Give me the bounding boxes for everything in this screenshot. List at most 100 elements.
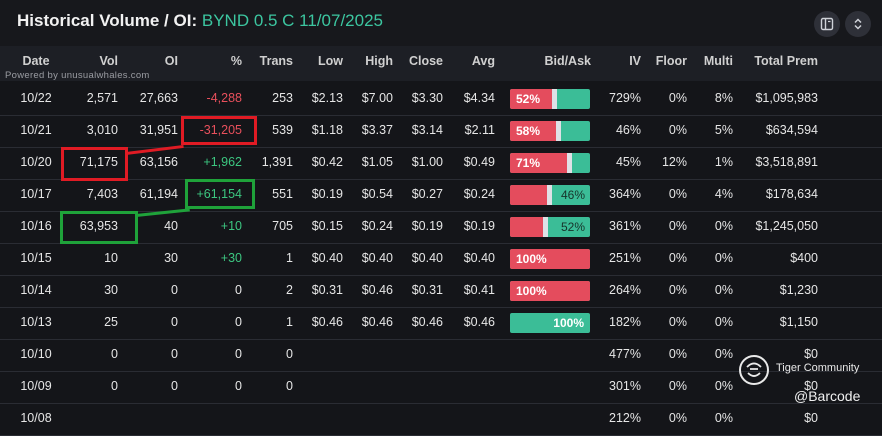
col-oi[interactable]: OI	[164, 54, 178, 68]
cell-vol: 3,010	[86, 123, 118, 137]
cell-low: $0.15	[311, 219, 343, 233]
cell-iv: 477%	[609, 347, 641, 361]
cell-vol: 10	[104, 251, 118, 265]
cell-floor: 0%	[668, 315, 687, 329]
cell-multi: 0%	[714, 379, 733, 393]
mid-marker	[546, 185, 552, 205]
cell-high: $0.46	[361, 315, 393, 329]
cell-date: 10/20	[20, 155, 52, 169]
bid-ask-label: 58%	[516, 124, 541, 138]
col-avg[interactable]: Avg	[471, 54, 495, 68]
cell-prem: $0	[804, 347, 818, 361]
bid-portion	[510, 249, 590, 269]
cell-floor: 0%	[668, 251, 687, 265]
cell-vol: 7,403	[86, 187, 118, 201]
bid-ask-label: 46%	[560, 188, 585, 202]
cell-iv: 301%	[609, 379, 641, 393]
col-vol[interactable]: Vol	[99, 54, 118, 68]
col-high[interactable]: High	[365, 54, 393, 68]
col-close[interactable]: Close	[408, 54, 443, 68]
cell-trans: 1	[286, 315, 293, 329]
cell-multi: 0%	[714, 411, 733, 425]
highlight-box-volume-increase	[60, 211, 138, 244]
col-trans[interactable]: Trans	[259, 54, 293, 68]
cell-floor: 0%	[668, 123, 687, 137]
cell-iv: 729%	[609, 91, 641, 105]
cell-floor: 0%	[668, 187, 687, 201]
cell-close: $1.00	[411, 155, 443, 169]
cell-avg: $2.11	[464, 123, 495, 137]
cell-trans: 705	[272, 219, 293, 233]
table-row[interactable]: 10/09 0 0 0 0 301% 0% 0% $0	[0, 371, 882, 404]
cell-iv: 361%	[609, 219, 641, 233]
cell-trans: 539	[272, 123, 293, 137]
cell-multi: 0%	[714, 219, 733, 233]
table-row[interactable]: 10/21 3,010 31,951 -31,205 539 $1.18 $3.37 $3.1…	[0, 115, 882, 148]
bid-ask-bar: 46%	[510, 185, 590, 205]
cell-prem: $400	[790, 251, 818, 265]
table-row[interactable]: 10/14 30 0 0 2 $0.31 $0.46 $0.31 $0.41 264% 0% 0% $1…	[0, 275, 882, 308]
col-bidask[interactable]: Bid/Ask	[544, 54, 591, 68]
cell-pct: 0	[235, 315, 242, 329]
cell-high: $0.40	[361, 251, 393, 265]
cell-high: $3.37	[361, 123, 393, 137]
highlight-box-oi-increase	[185, 179, 255, 209]
bid-ask-bar: 52%	[510, 89, 590, 109]
cell-prem: $1,245,050	[755, 219, 818, 233]
cell-multi: 0%	[714, 315, 733, 329]
cell-multi: 8%	[714, 91, 733, 105]
cell-close: $0.40	[411, 251, 443, 265]
col-iv[interactable]: IV	[629, 54, 641, 68]
cell-vol: 71,175	[79, 155, 118, 169]
cell-vol: 2,571	[86, 91, 118, 105]
expand-collapse-button[interactable]	[845, 11, 871, 37]
header-bar: Historical Volume / OI: BYND 0.5 C 11/07…	[0, 0, 882, 46]
cell-oi: 61,194	[139, 187, 178, 201]
col-floor[interactable]: Floor	[655, 54, 687, 68]
col-date[interactable]: Date	[22, 54, 50, 68]
cell-oi: 0	[171, 379, 178, 393]
bid-portion	[510, 153, 567, 173]
cell-prem: $178,634	[765, 187, 818, 201]
cell-low: $1.18	[311, 123, 343, 137]
table-row[interactable]: 10/20 71,175 63,156 +1,962 1,391 $0.42 $1.05 $1…	[0, 147, 882, 180]
option-symbol: BYND 0.5 C 11/07/2025	[201, 11, 383, 30]
cell-vol: 25	[104, 315, 118, 329]
powered-by-label: Powered by unusualwhales.com	[5, 70, 150, 81]
table-row[interactable]: 10/22 2,571 27,663 -4,288 253 $2.13 $7.00 $3.30…	[0, 83, 882, 116]
cell-close: $3.14	[411, 123, 443, 137]
table-row[interactable]: 10/13 25 0 0 1 $0.46 $0.46 $0.46 $0.46 182% 0% 0% $1…	[0, 307, 882, 340]
col-pct[interactable]: %	[230, 54, 242, 68]
watermark-handle: @Barcode	[794, 388, 861, 404]
cell-high: $0.54	[361, 187, 393, 201]
cell-low: $0.19	[311, 187, 343, 201]
layout-button[interactable]	[814, 11, 840, 37]
table-row[interactable]: 10/10 0 0 0 0 477% 0% 0% $0	[0, 339, 882, 372]
cell-avg: $0.19	[463, 219, 495, 233]
cell-iv: 264%	[609, 283, 641, 297]
cell-vol: 30	[104, 283, 118, 297]
cell-close: $0.19	[411, 219, 443, 233]
cell-date: 10/21	[20, 123, 52, 137]
cell-date: 10/15	[20, 251, 52, 265]
cell-floor: 0%	[668, 219, 687, 233]
cell-floor: 0%	[668, 91, 687, 105]
cell-floor: 0%	[668, 411, 687, 425]
col-total-prem[interactable]: Total Prem	[754, 54, 818, 68]
cell-pct: +1,962	[203, 155, 242, 169]
table-row[interactable]: 10/15 10 30 +30 1 $0.40 $0.40 $0.40 $0.40 251% 0% 0…	[0, 243, 882, 276]
col-multi[interactable]: Multi	[703, 54, 733, 68]
cell-low: $0.31	[311, 283, 343, 297]
table-row[interactable]: 10/17 7,403 61,194 +61,154 551 $0.19 $0.54 $0.2…	[0, 179, 882, 212]
cell-avg: $0.49	[463, 155, 495, 169]
cell-pct: -31,205	[199, 123, 242, 137]
col-low[interactable]: Low	[318, 54, 343, 68]
title-text: Historical Volume / OI:	[17, 11, 198, 30]
cell-iv: 46%	[615, 123, 641, 137]
cell-oi: 31,951	[139, 123, 178, 137]
cell-avg: $0.41	[463, 283, 495, 297]
cell-high: $7.00	[361, 91, 393, 105]
cell-trans: 0	[286, 379, 293, 393]
table-header: Date Vol OI % Trans Low High Close Avg B…	[0, 46, 882, 81]
table-row[interactable]: 10/16 63,953 40 +10 705 $0.15 $0.24 $0.19 $0.19 3…	[0, 211, 882, 244]
